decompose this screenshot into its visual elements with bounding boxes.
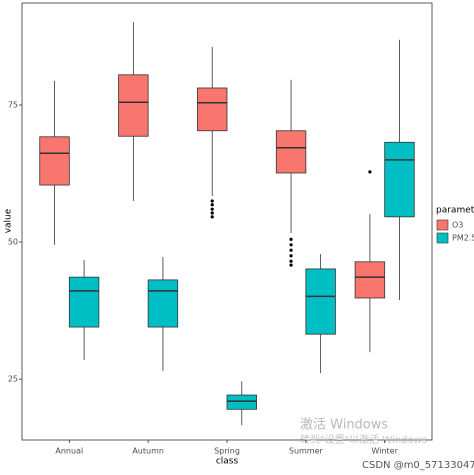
x-tick-label: Annual (55, 447, 83, 456)
box (305, 268, 336, 335)
outlier (289, 243, 293, 247)
legend-label: PM2.5 (452, 234, 474, 243)
legend-label: O3 (452, 221, 463, 230)
outlier (289, 259, 293, 263)
outlier (210, 203, 214, 207)
x-tick-label: Summer (289, 447, 324, 456)
outlier (210, 207, 214, 211)
outlier (289, 237, 293, 241)
box (39, 136, 70, 186)
box (68, 276, 100, 328)
outlier (210, 215, 214, 219)
legend-key (436, 232, 449, 244)
legend-title: parameter (436, 206, 474, 216)
legend-key (436, 219, 449, 231)
box (226, 394, 257, 410)
box (197, 87, 228, 132)
watermark: 转到"设置"以激活 Windows (300, 433, 427, 446)
x-tick-label: Winter (372, 447, 399, 456)
outlier (289, 248, 293, 252)
credit: CSDN @m0_57133047 (362, 460, 474, 471)
y-tick-label: 75 (8, 100, 18, 109)
outlier (368, 170, 372, 174)
x-tick-label: Spring (214, 447, 240, 456)
box (384, 141, 415, 218)
box (275, 130, 307, 174)
outlier (210, 199, 214, 203)
y-tick-label: 25 (8, 375, 18, 384)
box (147, 279, 179, 328)
outlier (289, 254, 293, 258)
x-tick-label: Autumn (132, 447, 164, 456)
outlier (289, 263, 293, 267)
x-axis-label: class (216, 457, 239, 467)
box (354, 261, 386, 299)
watermark: 激活 Windows (300, 418, 388, 433)
y-tick-label: 50 (8, 238, 18, 247)
outlier (210, 211, 214, 215)
panel (21, 2, 433, 441)
box (118, 74, 149, 137)
y-axis-label: value (4, 208, 14, 233)
